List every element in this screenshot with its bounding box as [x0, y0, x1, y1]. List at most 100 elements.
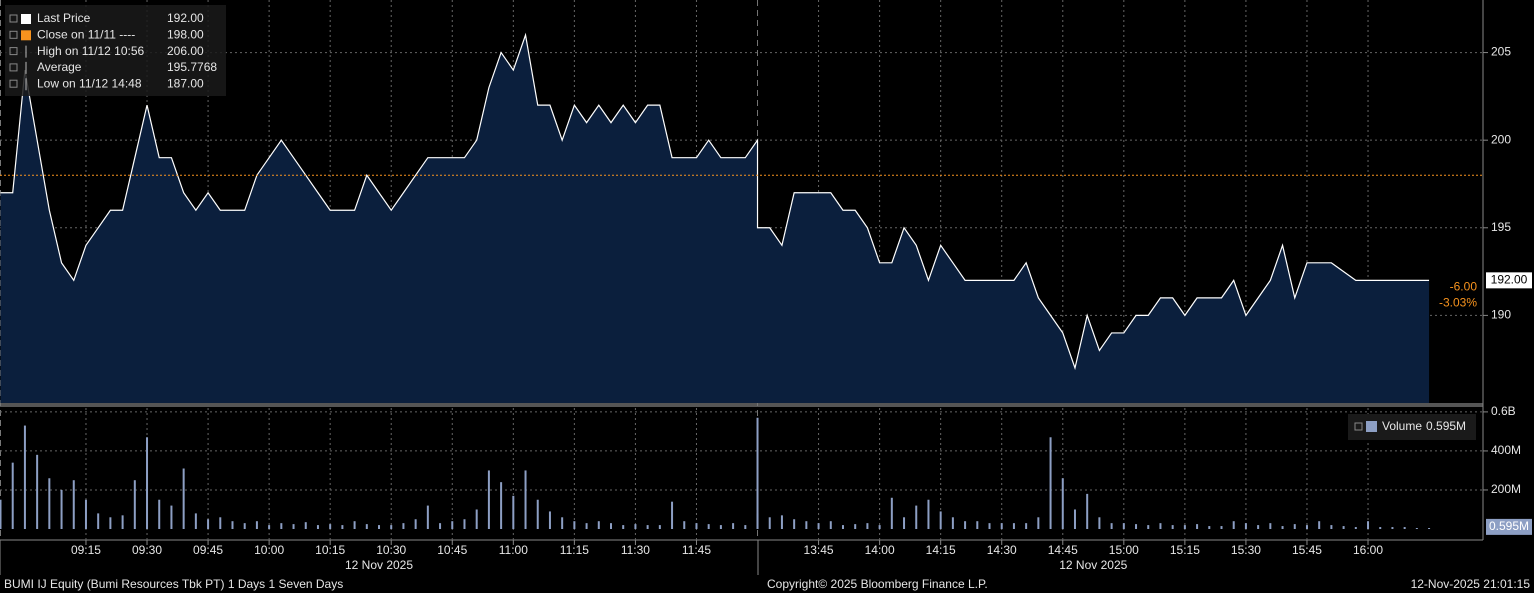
volume-bar: [683, 521, 686, 529]
volume-bar: [634, 524, 637, 529]
volume-bar: [207, 519, 210, 529]
x-tick-label: 14:30: [987, 543, 1017, 557]
volume-bar: [402, 523, 405, 529]
legend-value: 192.00: [167, 11, 204, 25]
volume-legend-value: 0.595M: [1426, 419, 1466, 433]
legend-value: 195.7768: [167, 60, 217, 74]
volume-bar: [658, 525, 661, 529]
volume-bar: [1367, 521, 1370, 529]
x-tick-label: 10:15: [315, 543, 345, 557]
volume-bar: [60, 489, 63, 529]
volume-bar: [1257, 525, 1260, 529]
volume-bar: [841, 525, 844, 529]
volume-bar: [610, 523, 612, 529]
volume-bar: [1403, 527, 1406, 529]
volume-bar: [585, 523, 588, 529]
volume-bar: [316, 525, 319, 529]
volume-bar: [1415, 528, 1418, 529]
legend-name: High on 11/12 10:56: [37, 44, 145, 58]
volume-bar: [1000, 523, 1003, 529]
volume-bar: [1232, 521, 1235, 529]
volume-bar: [1208, 526, 1211, 529]
volume-bar: [524, 470, 527, 529]
y-tick-label: 200: [1491, 132, 1511, 146]
volume-bar: [1061, 478, 1064, 529]
volume-bar: [72, 480, 75, 529]
last-price-box: [1486, 272, 1532, 289]
legend-toggle: [9, 79, 18, 88]
volume-bar: [927, 499, 930, 529]
volume-bar: [1379, 527, 1382, 529]
legend-toggle: [9, 14, 18, 23]
volume-swatch: [1366, 421, 1377, 432]
volume-bar: [0, 499, 2, 529]
y-tick-label: 195: [1491, 220, 1511, 234]
volume-bar: [1073, 509, 1076, 529]
volume-bar: [597, 521, 600, 529]
volume-bar: [1037, 517, 1040, 529]
x-tick-label: 09:45: [193, 543, 223, 557]
volume-bar: [695, 523, 698, 529]
volume-bar: [487, 470, 490, 529]
volume-bar: [268, 525, 271, 529]
volume-bar: [732, 523, 735, 529]
y-tick-label: 400M: [1491, 443, 1521, 457]
footer-center: Copyright© 2025 Bloomberg Finance L.P.: [767, 577, 988, 591]
y-tick-label: 200M: [1491, 482, 1521, 496]
volume-bar: [854, 524, 857, 529]
price-line: [0, 32, 1430, 371]
volume-bar: [1086, 493, 1089, 529]
volume-bar: [426, 505, 429, 529]
footer-right: 12-Nov-2025 21:01:15: [1411, 577, 1531, 591]
volume-bar: [451, 521, 454, 529]
x-tick-label: 11:00: [499, 543, 528, 557]
volume-bar: [378, 525, 381, 529]
volume-bar: [353, 521, 356, 529]
volume-bar: [1049, 437, 1052, 529]
volume-bar: [219, 517, 222, 529]
volume-bar: [1196, 524, 1199, 529]
marks: 09:15 09:30 09:45 10:00 10:15 10:30 10:45 11:00…: [0, 0, 1532, 572]
volume-bar: [280, 523, 283, 529]
legend-toggle: [9, 47, 18, 56]
volume-bar: [829, 521, 832, 529]
volume-bar: [976, 521, 979, 529]
volume-bar: [1025, 523, 1028, 529]
volume-bar: [817, 523, 820, 529]
x-tick-label: 15:30: [1231, 543, 1261, 557]
volume-bar: [622, 525, 625, 529]
x-tick-label: 14:15: [926, 543, 956, 557]
volume-bar: [365, 524, 368, 529]
x-tick-label: 14:45: [1048, 543, 1078, 557]
volume-bar: [84, 499, 87, 529]
volume-bar: [903, 517, 906, 529]
date-label: 12 Nov 2025: [345, 558, 413, 572]
volume-bar: [414, 519, 417, 529]
x-tick-label: 11:45: [682, 543, 711, 557]
volume-bar: [1159, 523, 1162, 529]
volume-bar: [500, 482, 503, 529]
change-label: -6.00: [1450, 280, 1478, 294]
volume-bar: [1293, 524, 1296, 529]
volume-bar: [964, 521, 967, 529]
volume-bar: [255, 521, 258, 529]
volume-bar: [1012, 523, 1015, 529]
legend-toggle: [9, 30, 18, 39]
volume-bar: [915, 505, 918, 529]
price-area: [0, 35, 1430, 403]
change-pct-label: -3.03%: [1439, 296, 1477, 310]
volume-bar: [756, 417, 759, 529]
footer-left: BUMI IJ Equity (Bumi Resources Tbk PT) 1…: [4, 577, 343, 591]
volume-bar: [36, 454, 39, 529]
volume-bar: [805, 521, 808, 529]
legend-name: Low on 11/12 14:48: [37, 76, 142, 90]
volume-bar: [182, 468, 185, 529]
volume-bar: [719, 525, 722, 529]
volume-bar: [133, 480, 136, 529]
y-tick-label: 190: [1491, 308, 1511, 322]
volume-bar: [48, 478, 51, 529]
volume-bar: [329, 524, 332, 529]
volume-bar: [304, 522, 307, 529]
